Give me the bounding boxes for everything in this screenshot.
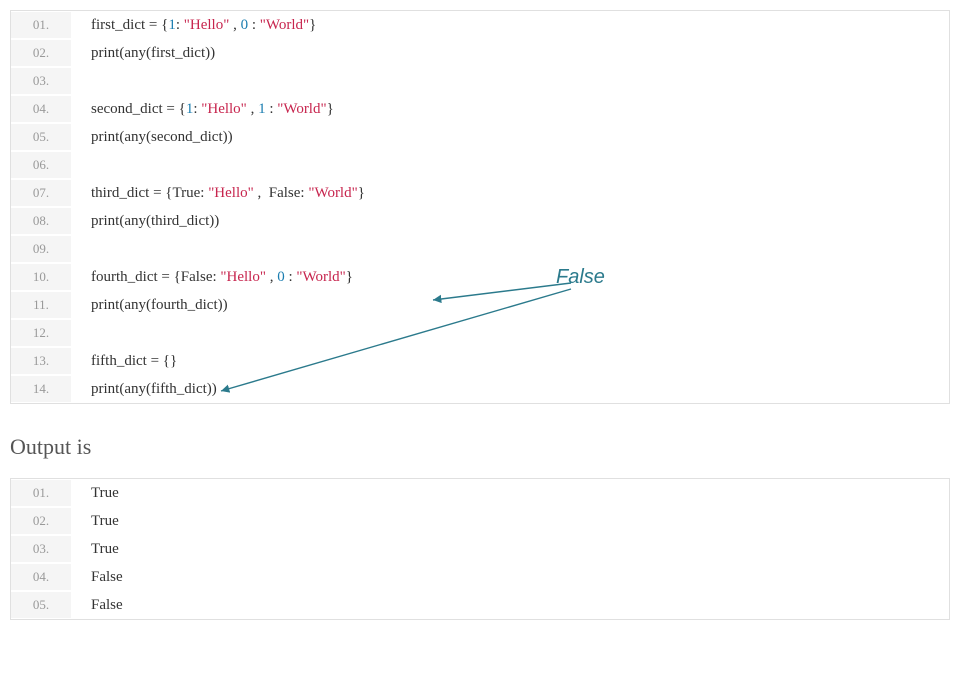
code-line: 04.second_dict = {1: "Hello" , 1 : "Worl…: [11, 95, 949, 123]
line-content: print(any(second_dict)): [71, 124, 233, 151]
code-token: ,: [266, 269, 277, 285]
code-token: , False:: [254, 185, 309, 201]
line-number: 01.: [11, 12, 71, 38]
line-number: 03.: [11, 536, 71, 562]
code-token: print(any(first_dict)): [91, 45, 215, 61]
code-token: print(any(fifth_dict)): [91, 381, 217, 397]
line-number: 02.: [11, 508, 71, 534]
output-line: 04.False: [11, 563, 949, 591]
code-token: "Hello": [184, 17, 230, 33]
code-token: :: [266, 101, 278, 117]
line-content: [71, 236, 95, 263]
output-line: 01.True: [11, 479, 949, 507]
line-number: 06.: [11, 152, 71, 178]
code-token: print(any(second_dict)): [91, 129, 233, 145]
code-line: 09.: [11, 235, 949, 263]
line-content: [71, 152, 95, 179]
code-token: print(any(fourth_dict)): [91, 297, 228, 313]
line-content: print(any(fourth_dict)): [71, 292, 228, 319]
line-number: 02.: [11, 40, 71, 66]
output-text: False: [71, 592, 123, 619]
line-number: 07.: [11, 180, 71, 206]
output-text: True: [71, 508, 119, 535]
line-content: print(any(first_dict)): [71, 40, 215, 67]
output-line: 05.False: [11, 591, 949, 619]
code-line: 07.third_dict = {True: "Hello" , False: …: [11, 179, 949, 207]
line-content: [71, 68, 95, 95]
output-line: 03.True: [11, 535, 949, 563]
output-heading: Output is: [10, 434, 950, 460]
code-line: 02. print(any(first_dict)): [11, 39, 949, 67]
code-token: ,: [247, 101, 258, 117]
output-line: 02.True: [11, 507, 949, 535]
line-content: first_dict = {1: "Hello" , 0 : "World"}: [71, 12, 316, 39]
code-token: }: [327, 101, 334, 117]
line-number: 14.: [11, 376, 71, 402]
code-token: ,: [229, 17, 240, 33]
line-number: 04.: [11, 564, 71, 590]
output-text: False: [71, 564, 123, 591]
line-number: 11.: [11, 292, 71, 318]
line-number: 12.: [11, 320, 71, 346]
line-content: fifth_dict = {}: [71, 348, 177, 375]
line-content: print(any(third_dict)): [71, 208, 219, 235]
output-block: 01.True02.True03.True04.False05.False: [10, 478, 950, 620]
code-line: 03.: [11, 67, 949, 95]
code-token: }: [309, 17, 316, 33]
code-token: "Hello": [201, 101, 247, 117]
code-line: 10.fourth_dict = {False: "Hello" , 0 : "…: [11, 263, 949, 291]
line-content: [71, 320, 95, 347]
code-token: "World": [296, 269, 345, 285]
line-number: 03.: [11, 68, 71, 94]
code-line: 12.: [11, 319, 949, 347]
line-number: 08.: [11, 208, 71, 234]
code-token: :: [176, 17, 184, 33]
code-token: third_dict = {True:: [91, 185, 208, 201]
code-line: 05. print(any(second_dict)): [11, 123, 949, 151]
code-line: 08. print(any(third_dict)): [11, 207, 949, 235]
code-token: second_dict = {: [91, 101, 186, 117]
code-token: "Hello": [220, 269, 266, 285]
line-number: 10.: [11, 264, 71, 290]
code-token: "World": [260, 17, 309, 33]
code-token: }: [358, 185, 365, 201]
line-number: 04.: [11, 96, 71, 122]
code-token: :: [248, 17, 260, 33]
code-token: 1: [258, 101, 266, 117]
line-content: third_dict = {True: "Hello" , False: "Wo…: [71, 180, 365, 207]
code-token: "World": [308, 185, 357, 201]
code-token: "World": [277, 101, 326, 117]
line-number: 09.: [11, 236, 71, 262]
line-number: 13.: [11, 348, 71, 374]
line-content: fourth_dict = {False: "Hello" , 0 : "Wor…: [71, 264, 353, 291]
code-token: print(any(third_dict)): [91, 213, 219, 229]
code-line: 11. print(any(fourth_dict)): [11, 291, 949, 319]
code-line: 01.first_dict = {1: "Hello" , 0 : "World…: [11, 11, 949, 39]
line-number: 05.: [11, 592, 71, 618]
code-token: 0: [241, 17, 249, 33]
code-block: 01.first_dict = {1: "Hello" , 0 : "World…: [10, 10, 950, 404]
code-token: fifth_dict = {}: [91, 353, 177, 369]
code-token: :: [285, 269, 297, 285]
code-token: 1: [168, 17, 176, 33]
code-token: first_dict = {: [91, 17, 168, 33]
code-token: fourth_dict = {False:: [91, 269, 220, 285]
line-number: 01.: [11, 480, 71, 506]
code-token: }: [346, 269, 353, 285]
output-text: True: [71, 536, 119, 563]
code-token: "Hello": [208, 185, 254, 201]
output-text: True: [71, 480, 119, 507]
line-content: print(any(fifth_dict)): [71, 376, 217, 403]
code-token: 0: [277, 269, 285, 285]
code-line: 06.: [11, 151, 949, 179]
line-number: 05.: [11, 124, 71, 150]
code-line: 13. fifth_dict = {}: [11, 347, 949, 375]
code-line: 14. print(any(fifth_dict)): [11, 375, 949, 403]
line-content: second_dict = {1: "Hello" , 1 : "World"}: [71, 96, 334, 123]
